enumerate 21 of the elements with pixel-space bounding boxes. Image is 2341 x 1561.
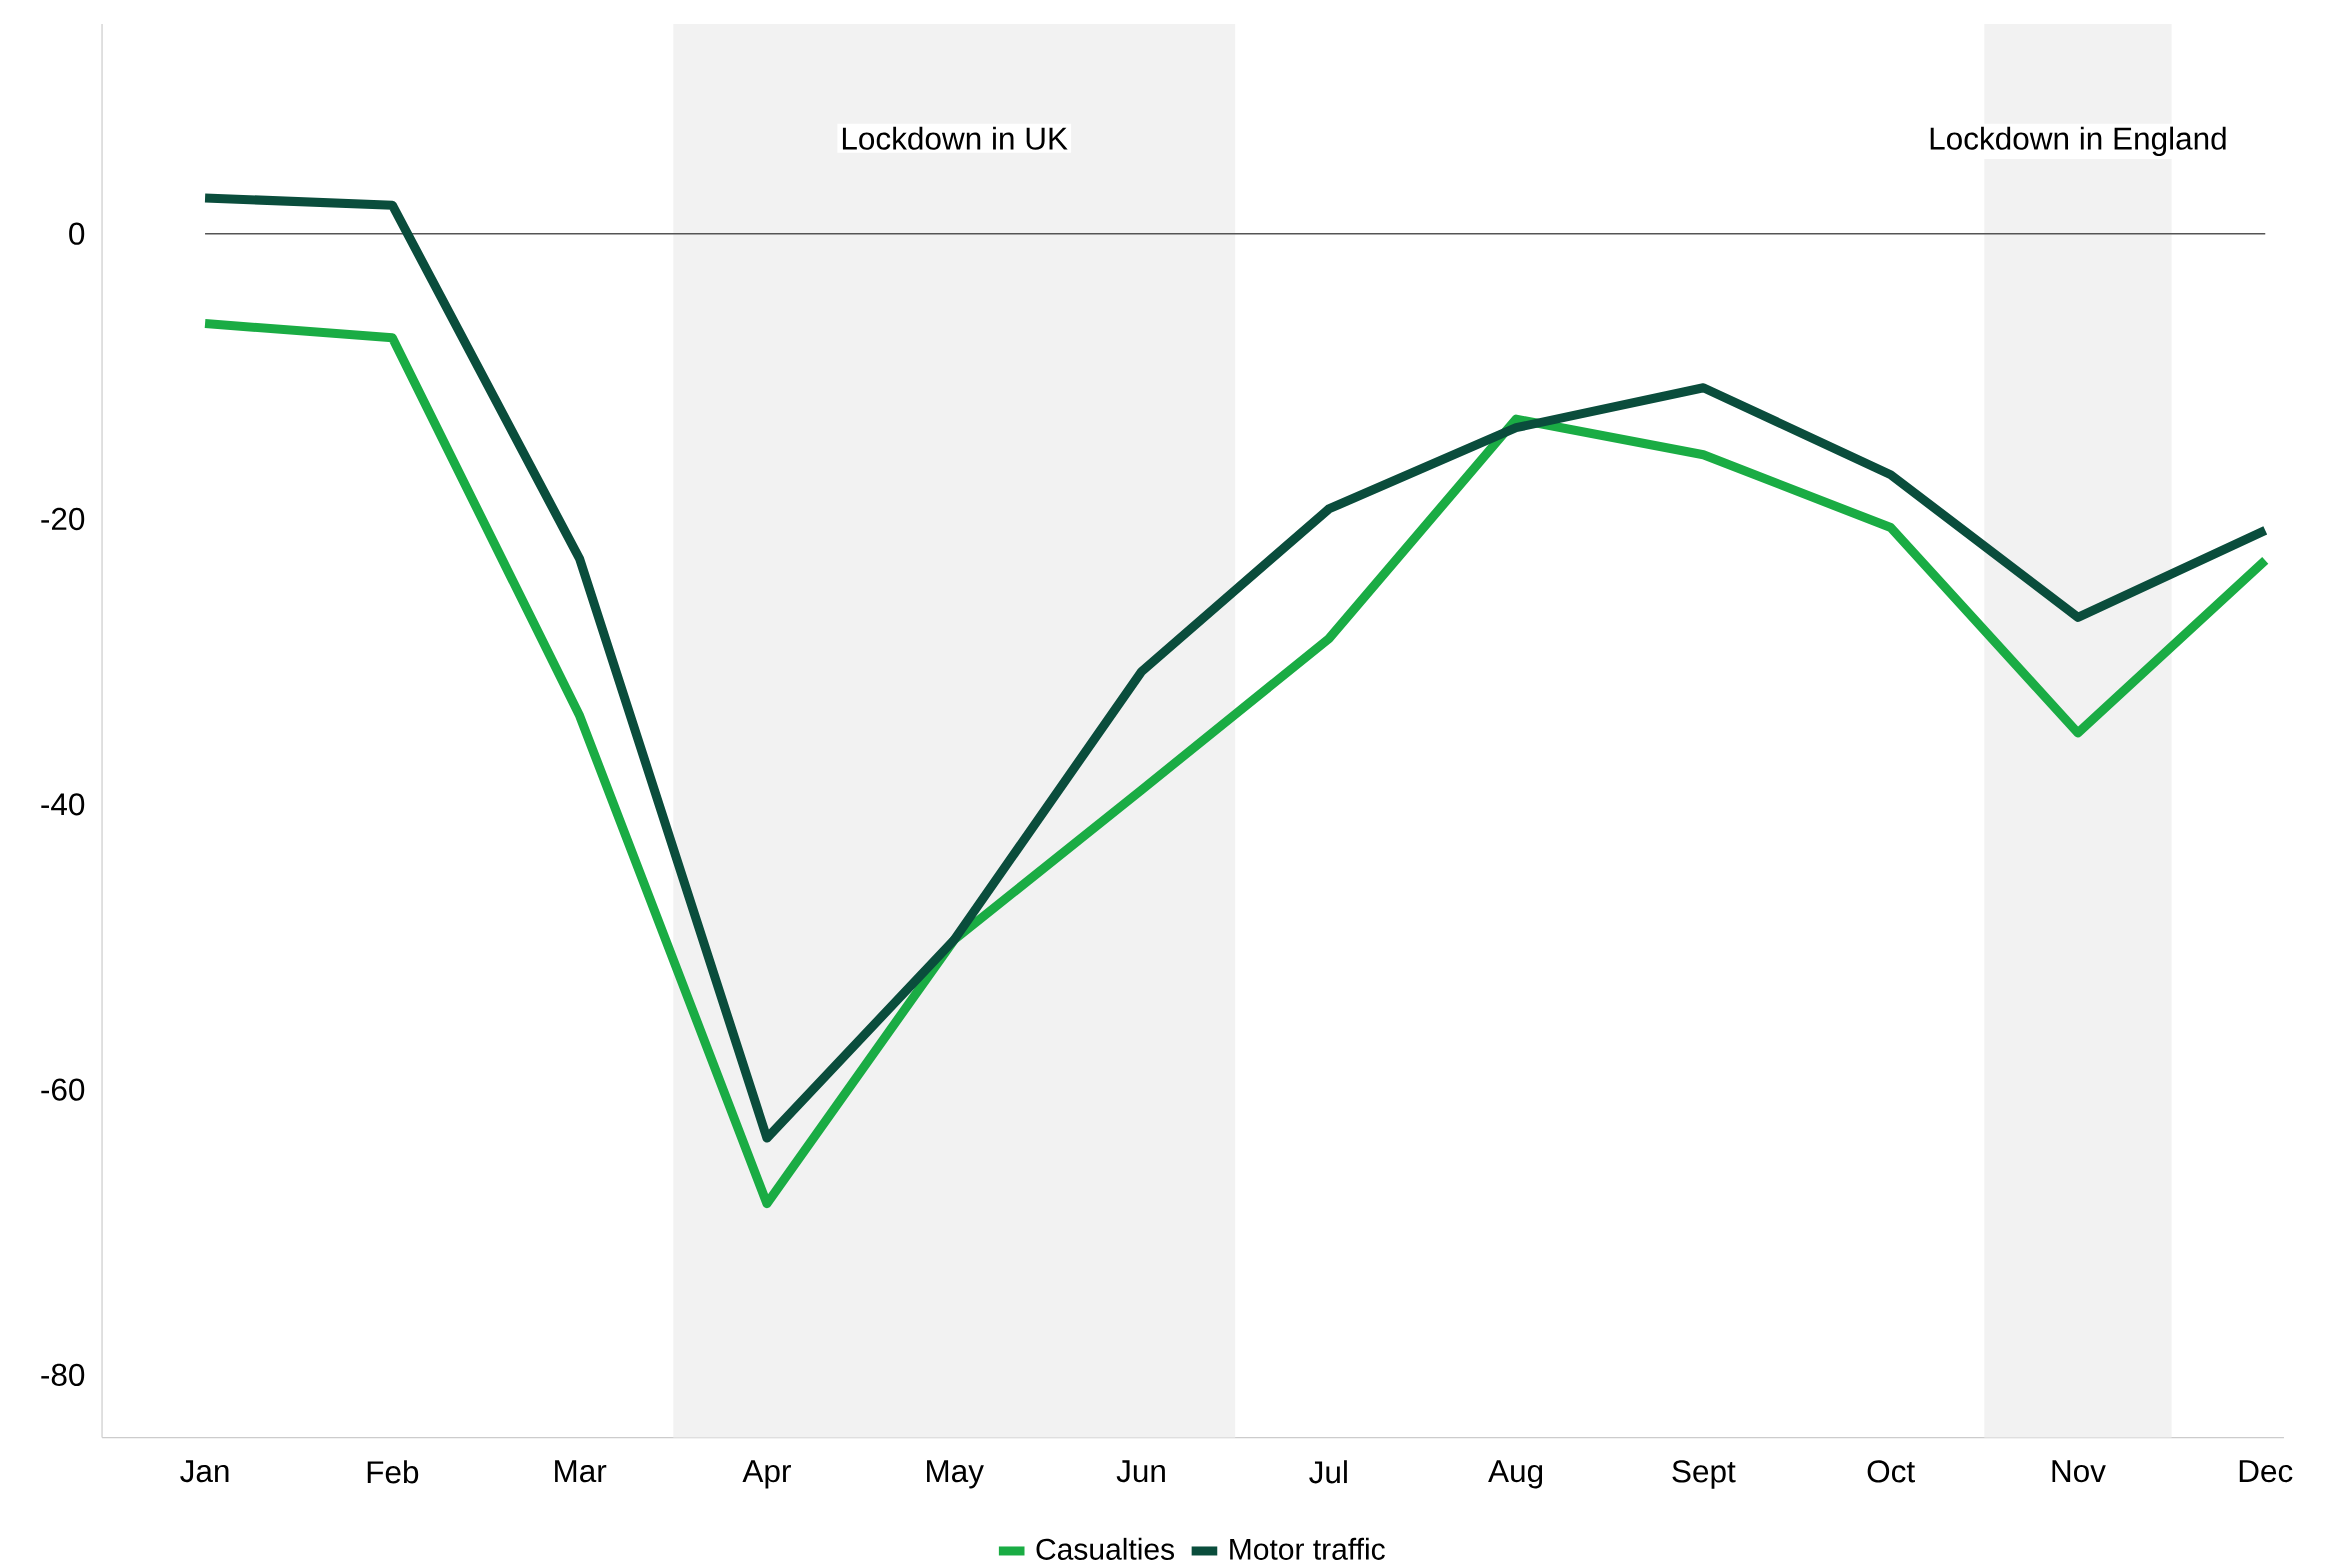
y-tick-label: -60 [41,1078,85,1101]
x-tick-label: Jul [1309,1460,1347,1484]
y-tick-label: -40 [41,793,85,816]
legend-label: Motor traffic [1230,1538,1385,1561]
x-tick-label: Nov [2052,1460,2106,1483]
band-label: Lockdown in England [1930,126,2226,157]
x-tick-label: Dec [2239,1460,2293,1483]
x-tick-label: Apr [742,1460,791,1489]
x-tick-label: Jan [180,1460,229,1483]
x-tick-label: Feb [367,1460,419,1484]
band-label: Lockdown in UK [842,126,1068,150]
y-tick-label: -20 [41,508,85,531]
legend-label: Casualties [1036,1538,1175,1561]
x-tick-label: May [927,1460,984,1489]
x-tick-label: Jun [1116,1460,1165,1483]
x-tick-label: Sept [1672,1460,1736,1489]
y-tick-label: 0 [69,222,85,246]
x-tick-label: Oct [1867,1460,1915,1483]
y-tick-label: -80 [41,1363,85,1387]
x-tick-label: Mar [555,1460,607,1483]
x-tick-label: Aug [1488,1460,1543,1489]
